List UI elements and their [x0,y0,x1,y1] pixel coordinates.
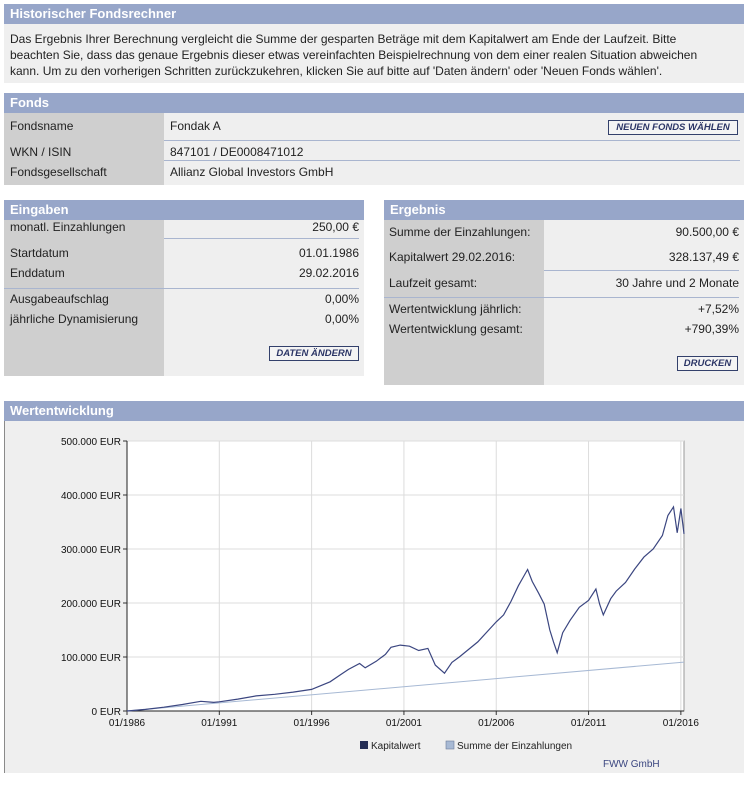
intro-panel [4,24,744,83]
fee-label: Ausgabeaufschlag [10,292,109,306]
company-value: Allianz Global Investors GmbH [170,165,334,179]
end-label: Enddatum [10,266,65,280]
legend-swatch-summe [445,740,455,750]
fonds-divider-2 [164,160,740,161]
x-tick-label: 01/2016 [663,718,700,729]
ergebnis-label-column [384,220,544,385]
y-tick-label: 100.000 EUR [61,653,121,664]
eingaben-label-column [4,220,164,376]
chart-header: Wertentwicklung [4,401,744,421]
wkn-value: 847101 / DE0008471012 [170,145,304,159]
series-line-summe-einzahlungen [126,661,685,712]
duration-label: Laufzeit gesamt: [389,276,478,290]
yearly-value: +7,52% [697,302,739,316]
print-button[interactable]: DRUCKEN [677,356,738,371]
series-line-kapitalwert [126,505,685,712]
eingaben-title: Eingaben [10,202,69,217]
fonds-divider-1 [164,140,740,141]
page-title: Historischer Fondsrechner [10,6,177,21]
y-tick-label: 500.000 EUR [61,437,121,448]
y-tick-label: 200.000 EUR [61,599,121,610]
yearly-label: Wertentwicklung jährlich: [389,302,522,316]
fondsname-value: Fondak A [170,119,221,133]
legend-label-kapitalwert: Kapitalwert [371,741,421,752]
capital-label: Kapitalwert 29.02.2016: [389,250,516,264]
sum-value: 90.500,00 € [675,225,739,239]
duration-value: 30 Jahre und 2 Monate [615,276,739,290]
page-title-bar: Historischer Fondsrechner [4,4,744,24]
ergebnis-divider-1 [544,270,739,271]
legend-label-summe: Summe der Einzahlungen [457,741,572,752]
company-label: Fondsgesellschaft [10,165,107,179]
start-label: Startdatum [10,246,69,260]
y-tick-label: 400.000 EUR [61,491,121,502]
intro-line-1: Das Ergebnis Ihrer Berechnung vergleicht… [10,32,677,46]
total-label: Wertentwicklung gesamt: [389,322,523,336]
intro-line-3: kann. Um zu den vorherigen Schritten zur… [10,64,663,78]
x-tick-label: 01/1986 [109,718,146,729]
fonds-label-column [4,113,164,185]
wkn-label: WKN / ISIN [10,145,72,159]
dyn-label: jährliche Dynamisierung [10,312,139,326]
chart-source: FWW GmbH [603,759,660,770]
intro-line-2: beachten Sie, dass das genaue Ergebnis d… [10,48,698,62]
ergebnis-divider-2 [384,297,739,298]
new-fund-button[interactable]: NEUEN FONDS WÄHLEN [608,120,738,135]
eingaben-header: Eingaben [4,200,364,220]
total-value: +790,39% [684,322,739,336]
eingaben-divider-1 [164,238,359,239]
start-value: 01.01.1986 [298,246,359,260]
capital-value: 328.137,49 € [668,250,739,264]
dyn-value: 0,00% [324,312,359,326]
fondsname-label: Fondsname [10,119,74,133]
x-tick-label: 01/1996 [294,718,331,729]
legend-swatch-kapitalwert [360,741,368,749]
monthly-value: 250,00 € [312,220,359,234]
ergebnis-title: Ergebnis [390,202,446,217]
plot-area [126,440,685,712]
monthly-label: monatl. Einzahlungen [10,220,126,234]
eingaben-divider-2 [4,288,359,289]
fee-value: 0,00% [324,292,359,306]
x-tick-label: 01/2006 [478,718,515,729]
fonds-title: Fonds [10,95,49,110]
x-tick-label: 01/2011 [571,718,607,729]
ergebnis-header: Ergebnis [384,200,744,220]
chart-title: Wertentwicklung [10,403,114,418]
sum-label: Summe der Einzahlungen: [389,225,531,239]
change-data-button[interactable]: DATEN ÄNDERN [269,346,359,361]
end-value: 29.02.2016 [298,266,359,280]
y-tick-label: 300.000 EUR [61,545,121,556]
x-tick-label: 01/2001 [386,718,423,729]
chart-left-edge [4,421,5,773]
x-tick-label: 01/1991 [201,718,238,729]
y-tick-label: 0 EUR [92,707,121,718]
fonds-header: Fonds [4,93,744,113]
